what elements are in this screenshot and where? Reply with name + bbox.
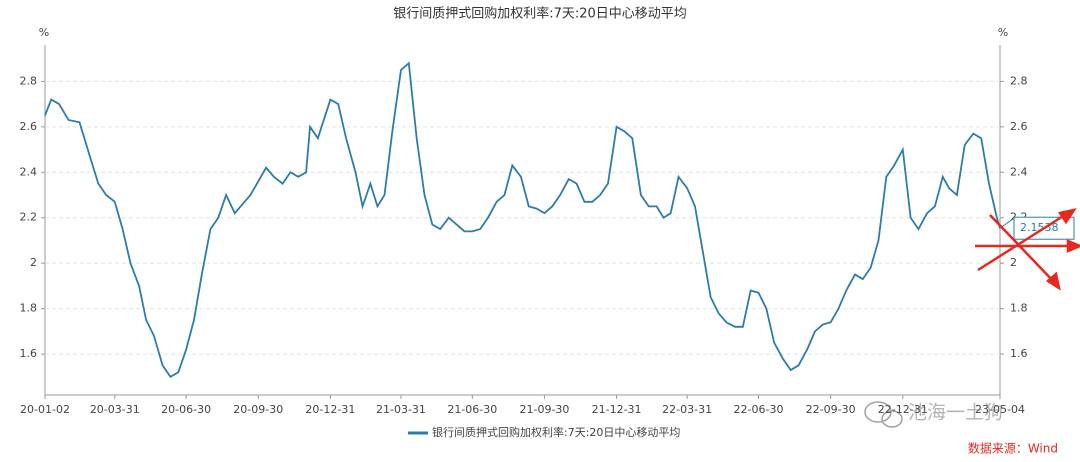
y2-tick-label: 2 bbox=[1010, 256, 1017, 269]
arrow bbox=[989, 214, 1056, 284]
x-tick-label: 21-09-30 bbox=[519, 403, 569, 416]
red-arrows bbox=[975, 208, 1080, 291]
x-tick-label: 20-09-30 bbox=[233, 403, 283, 416]
x-tick-label: 22-06-30 bbox=[734, 403, 784, 416]
y-tick-label: 2.2 bbox=[20, 211, 38, 224]
y-tick-label: 2.4 bbox=[20, 165, 38, 178]
y-tick-label: 1.6 bbox=[20, 347, 38, 360]
x-tick-label: 23-05-04 bbox=[975, 403, 1025, 416]
arrow-head bbox=[1057, 208, 1077, 225]
y-tick-label: 2.8 bbox=[20, 74, 38, 87]
x-tick-label: 20-12-31 bbox=[305, 403, 355, 416]
legend-label: 银行间质押式回购加权利率:7天:20日中心移动平均 bbox=[432, 425, 680, 439]
y2-tick-label: 1.8 bbox=[1010, 302, 1028, 315]
y-unit: % bbox=[39, 26, 49, 39]
arrow-head bbox=[1045, 271, 1061, 291]
y-tick-label: 1.8 bbox=[20, 302, 38, 315]
x-tick-label: 20-03-31 bbox=[90, 403, 140, 416]
y-tick-label: 2.6 bbox=[20, 120, 38, 133]
x-tick-label: 21-06-30 bbox=[447, 403, 497, 416]
y-tick-label: 2 bbox=[30, 256, 37, 269]
y2-tick-label: 2.8 bbox=[1010, 74, 1028, 87]
series-line bbox=[44, 61, 1001, 379]
arrow-head bbox=[1066, 239, 1080, 253]
watermark: 池海一土狗 bbox=[864, 401, 1003, 428]
x-tick-label: 22-09-30 bbox=[806, 403, 856, 416]
watermark-icon bbox=[864, 401, 892, 423]
arrow bbox=[977, 211, 1069, 272]
y2-unit: % bbox=[998, 26, 1008, 39]
x-tick-label: 20-06-30 bbox=[161, 403, 211, 416]
x-tick-label: 21-12-31 bbox=[592, 403, 642, 416]
x-tick-label: 22-03-31 bbox=[662, 403, 712, 416]
watermark-text: 池海一土狗 bbox=[908, 402, 1003, 424]
chart-title: 银行间质押式回购加权利率:7天:20日中心移动平均 bbox=[393, 6, 687, 22]
x-tick-label: 21-03-31 bbox=[376, 403, 426, 416]
watermark-icon bbox=[881, 410, 903, 428]
y2-tick-label: 1.6 bbox=[1010, 347, 1028, 360]
y2-tick-label: 2.4 bbox=[1010, 165, 1028, 178]
source: 数据来源：Wind bbox=[968, 441, 1058, 456]
y2-tick-label: 2.6 bbox=[1010, 120, 1028, 133]
x-tick-label: 20-01-02 bbox=[20, 403, 70, 416]
